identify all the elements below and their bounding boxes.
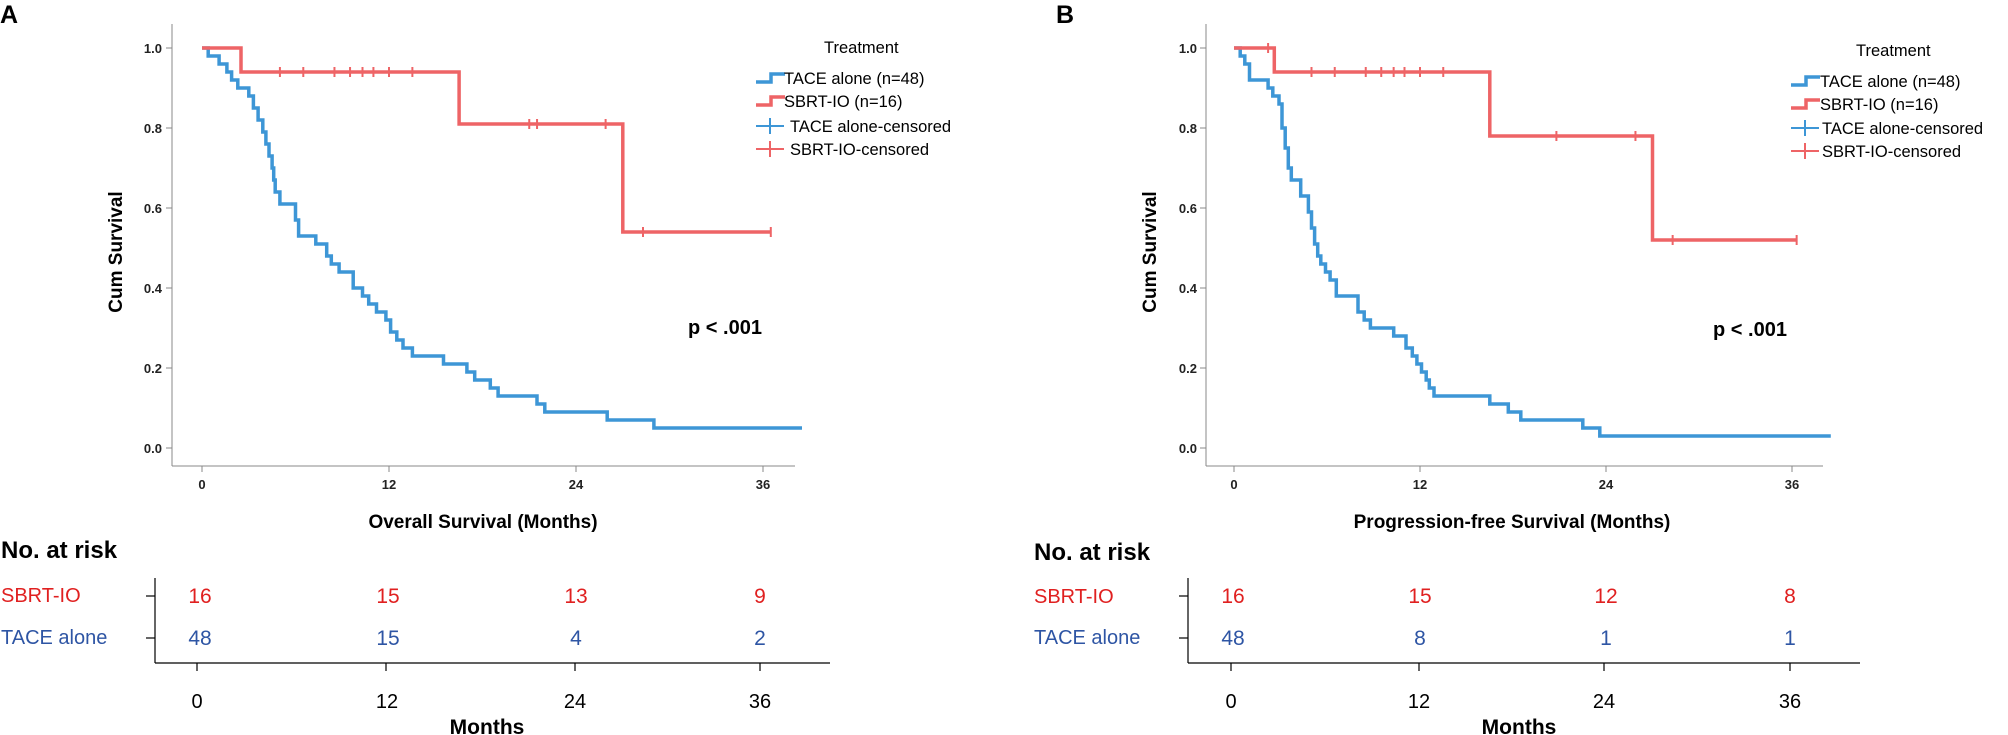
risk-table-a-value-sbrt: 15 bbox=[376, 585, 399, 608]
panel-b-series-sbrt-io bbox=[1234, 46, 1797, 242]
panel-b-y-axis-title: Cum Survival bbox=[1140, 191, 1161, 312]
risk-table-b-tick-label: 0 bbox=[1225, 691, 1236, 713]
panel-a-x-ticks: 0 12 24 36 bbox=[198, 466, 770, 492]
panel-a-letter: A bbox=[0, 1, 18, 29]
panel-b-legend-swatch-sbrt bbox=[1791, 98, 1820, 110]
panel-a-y-ticks: 0.0 0.2 0.4 0.6 0.8 1.0 bbox=[144, 41, 172, 456]
panel-b-legend: Treatment TACE alone (n=48) SBRT-IO (n=1… bbox=[1791, 42, 1983, 161]
panel-a-x-tick-label: 0 bbox=[198, 477, 205, 492]
panel-b-y-tick-label: 0.8 bbox=[1179, 121, 1197, 136]
panel-a-legend-swatch-tace bbox=[756, 72, 785, 84]
risk-table-a-tick-label: 0 bbox=[191, 691, 202, 713]
risk-table-b-x-title: Months bbox=[1482, 716, 1557, 735]
panel-a-legend-swatch-sbrt bbox=[756, 95, 785, 107]
panel-a-x-tick-label: 12 bbox=[382, 477, 396, 492]
panel-b-y-tick-label: 0.2 bbox=[1179, 361, 1197, 376]
risk-table-a-value-sbrt: 13 bbox=[564, 585, 587, 608]
panel-b-plot-area bbox=[1234, 43, 1831, 438]
panel-b-legend-label: TACE alone-censored bbox=[1822, 120, 1983, 138]
risk-table-a-tick-label: 24 bbox=[564, 691, 586, 713]
risk-table-b-row-label-tace: TACE alone bbox=[1034, 627, 1140, 649]
risk-table-a: No. at risk SBRT-IO TACE alone 16 15 13 … bbox=[1, 537, 830, 735]
panel-a: A 0.0 0.2 0.4 0.6 0.8 1.0 0 12 24 36 Ove… bbox=[0, 1, 951, 533]
panel-a-y-tick-label: 0.0 bbox=[144, 441, 162, 456]
panel-b-x-axis-title: Progression-free Survival (Months) bbox=[1354, 512, 1671, 533]
risk-table-b: No. at risk SBRT-IO TACE alone 16 15 12 … bbox=[1034, 539, 1860, 735]
risk-table-a-value-tace: 2 bbox=[754, 627, 766, 650]
panel-b-legend-label: TACE alone (n=48) bbox=[1820, 73, 1960, 91]
panel-a-y-tick-label: 0.4 bbox=[144, 281, 163, 296]
panel-b-x-tick-label: 36 bbox=[1785, 477, 1799, 492]
panel-b-y-tick-label: 0.4 bbox=[1179, 281, 1198, 296]
panel-a-censored-marks bbox=[278, 67, 772, 237]
panel-b-y-ticks: 0.0 0.2 0.4 0.6 0.8 1.0 bbox=[1179, 41, 1206, 456]
risk-table-b-title: No. at risk bbox=[1034, 539, 1151, 566]
panel-a-plot-area bbox=[202, 46, 802, 430]
panel-a-y-tick-label: 0.2 bbox=[144, 361, 162, 376]
risk-table-b-value-sbrt: 12 bbox=[1594, 585, 1617, 608]
panel-b-censored-marks bbox=[1267, 43, 1798, 245]
panel-a-legend-label: TACE alone (n=48) bbox=[784, 70, 924, 88]
panel-a-series-sbrt-io bbox=[202, 46, 771, 234]
panel-a-legend-swatch-tace-censored bbox=[756, 118, 784, 134]
risk-table-a-value-tace: 15 bbox=[376, 627, 399, 650]
panel-a-p-value: p < .001 bbox=[688, 317, 762, 339]
risk-table-b-value-sbrt: 15 bbox=[1408, 585, 1431, 608]
panel-b-legend-title: Treatment bbox=[1856, 42, 1931, 60]
panel-a-series-tace-alone bbox=[202, 46, 802, 430]
panel-a-legend-label: SBRT-IO-censored bbox=[790, 141, 929, 159]
panel-b: B 0.0 0.2 0.4 0.6 0.8 1.0 0 12 24 36 Pro… bbox=[1056, 1, 1983, 533]
panel-b-series-tace-alone bbox=[1234, 46, 1831, 438]
risk-table-a-value-tace: 48 bbox=[188, 627, 211, 650]
panel-a-legend-swatch-sbrt-censored bbox=[756, 141, 784, 157]
panel-b-legend-swatch-tace-censored bbox=[1791, 120, 1819, 136]
risk-table-b-row-label-sbrt: SBRT-IO bbox=[1034, 586, 1114, 608]
panel-b-x-tick-label: 12 bbox=[1413, 477, 1427, 492]
panel-a-y-tick-label: 0.8 bbox=[144, 121, 162, 136]
panel-b-x-tick-label: 0 bbox=[1230, 477, 1237, 492]
risk-table-a-title: No. at risk bbox=[1, 537, 118, 564]
panel-a-legend-title: Treatment bbox=[824, 39, 899, 57]
panel-a-x-tick-label: 36 bbox=[756, 477, 770, 492]
risk-table-b-value-tace: 48 bbox=[1221, 627, 1244, 650]
panel-b-p-value: p < .001 bbox=[1713, 319, 1787, 341]
risk-table-b-value-tace: 1 bbox=[1784, 627, 1796, 650]
risk-table-b-tick-label: 12 bbox=[1408, 691, 1430, 713]
panel-b-x-tick-label: 24 bbox=[1599, 477, 1614, 492]
risk-table-b-tick-label: 36 bbox=[1779, 691, 1801, 713]
panel-a-x-tick-label: 24 bbox=[569, 477, 584, 492]
panel-a-x-axis-title: Overall Survival (Months) bbox=[368, 512, 597, 533]
panel-a-y-tick-label: 1.0 bbox=[144, 41, 162, 56]
panel-b-legend-label: SBRT-IO-censored bbox=[1822, 143, 1961, 161]
panel-b-x-ticks: 0 12 24 36 bbox=[1230, 466, 1799, 492]
risk-table-a-tick-label: 12 bbox=[376, 691, 398, 713]
risk-table-a-tick-label: 36 bbox=[749, 691, 771, 713]
risk-table-a-value-sbrt: 16 bbox=[188, 585, 211, 608]
risk-table-a-row-label-tace: TACE alone bbox=[1, 627, 107, 649]
risk-table-b-value-tace: 1 bbox=[1600, 627, 1612, 650]
panel-a-legend-label: SBRT-IO (n=16) bbox=[784, 93, 902, 111]
risk-table-a-x-title: Months bbox=[450, 716, 525, 735]
panel-a-legend-label: TACE alone-censored bbox=[790, 118, 951, 136]
panel-b-y-tick-label: 0.6 bbox=[1179, 201, 1197, 216]
panel-b-legend-label: SBRT-IO (n=16) bbox=[1820, 96, 1938, 114]
panel-b-y-tick-label: 1.0 bbox=[1179, 41, 1197, 56]
panel-b-y-tick-label: 0.0 bbox=[1179, 441, 1197, 456]
panel-b-legend-swatch-tace bbox=[1791, 75, 1820, 87]
panel-b-letter: B bbox=[1056, 1, 1074, 29]
risk-table-b-value-sbrt: 16 bbox=[1221, 585, 1244, 608]
risk-table-b-value-sbrt: 8 bbox=[1784, 585, 1796, 608]
risk-table-b-tick-label: 24 bbox=[1593, 691, 1615, 713]
panel-a-y-tick-label: 0.6 bbox=[144, 201, 162, 216]
panel-b-legend-swatch-sbrt-censored bbox=[1791, 143, 1819, 159]
risk-table-a-value-tace: 4 bbox=[570, 627, 582, 650]
risk-table-a-value-sbrt: 9 bbox=[754, 585, 766, 608]
panel-a-legend: Treatment TACE alone (n=48) SBRT-IO (n=1… bbox=[756, 39, 951, 159]
panel-a-y-axis-title: Cum Survival bbox=[106, 191, 127, 312]
risk-table-a-row-label-sbrt: SBRT-IO bbox=[1, 585, 81, 607]
risk-table-b-value-tace: 8 bbox=[1414, 627, 1426, 650]
